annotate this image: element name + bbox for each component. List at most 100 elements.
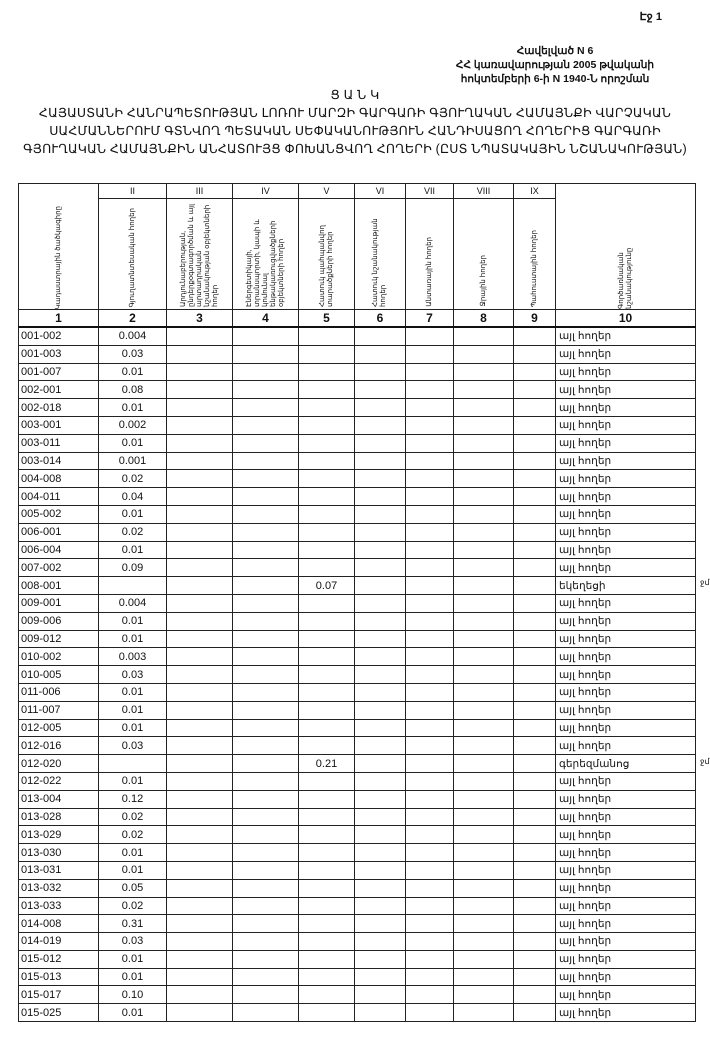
- column-header-label: Անտառային հողեր: [425, 237, 433, 307]
- cadastral-code: 003-014: [18, 451, 99, 471]
- water-land: [453, 629, 514, 649]
- column-header-label: Էներգետիկայի, տրանսպորտի, կապի և կոմունա…: [245, 219, 285, 307]
- table-row: 010-005 0.03 այլ հողեր: [18, 665, 696, 684]
- industrial-land: [166, 860, 233, 880]
- forest-land: [405, 415, 454, 435]
- forest-land: [405, 1003, 454, 1023]
- document-title: Ց Ա Ն Կ ՀԱՅԱՍՏԱՆԻ ՀԱՆՐԱՊԵՏՈՒԹՅԱՆ ԼՈՌՈՒ Մ…: [20, 86, 690, 158]
- special-land: [354, 878, 406, 898]
- energy-land: [232, 771, 299, 791]
- energy-land: [232, 487, 299, 506]
- special-land: [354, 504, 406, 524]
- forest-land: [405, 754, 454, 773]
- water-land: [453, 949, 514, 969]
- cadastral-code: 012-005: [18, 718, 99, 738]
- special-land: [354, 825, 406, 845]
- cadastral-code: 002-018: [18, 398, 99, 417]
- table-row: 009-001 0.004 այլ հողեր: [18, 593, 696, 613]
- reserve-land: [513, 344, 556, 364]
- table-row: 011-007 0.01 այլ հողեր: [18, 700, 696, 720]
- agricultural-land: 0.01: [98, 718, 167, 738]
- forest-land: [405, 522, 454, 542]
- reserve-land: [513, 487, 556, 506]
- water-land: [453, 362, 514, 382]
- cadastral-code: 010-002: [18, 647, 99, 667]
- special-land: [354, 949, 406, 969]
- functional-purpose: այլ հողեր: [555, 949, 696, 969]
- protected-land: [298, 843, 355, 862]
- forest-land: [405, 949, 454, 969]
- energy-land: [232, 433, 299, 453]
- functional-purpose: այլ հողեր: [555, 326, 696, 346]
- industrial-land: [166, 1003, 233, 1023]
- roman-header-row: Կադաստրային ծածկագիրը II III IV V VI VII VIII IX…: [18, 183, 696, 310]
- special-land: [354, 433, 406, 453]
- cadastral-code: 005-002: [18, 504, 99, 524]
- protected-land: [298, 522, 355, 542]
- reserve-land: [513, 878, 556, 898]
- special-land: [354, 932, 406, 951]
- reserve-land: [513, 451, 556, 471]
- reserve-land: [513, 558, 556, 578]
- agricultural-land: 0.01: [98, 504, 167, 524]
- functional-purpose: այլ հողեր: [555, 1003, 696, 1023]
- special-land: [354, 540, 406, 560]
- energy-land: [232, 540, 299, 560]
- energy-land: [232, 718, 299, 738]
- cadastral-code: 013-030: [18, 843, 99, 862]
- industrial-land: [166, 896, 233, 916]
- cadastral-code: 012-020: [18, 754, 99, 773]
- reserve-land: [513, 611, 556, 631]
- functional-purpose: այլ հողեր: [555, 736, 696, 756]
- column-header-label: Հատուկ նշանակության հողեր: [372, 218, 387, 307]
- industrial-land: [166, 985, 233, 1005]
- special-land: [354, 914, 406, 934]
- functional-purpose: այլ հողեր: [555, 451, 696, 471]
- functional-purpose: այլ հողեր: [555, 629, 696, 649]
- forest-land: [405, 611, 454, 631]
- functional-purpose: եկեղեցի: [555, 576, 696, 595]
- forest-land: [405, 629, 454, 649]
- industrial-land: [166, 807, 233, 827]
- functional-purpose: այլ հողեր: [555, 380, 696, 400]
- forest-land: [405, 487, 454, 506]
- margin-mark: ջմ: [700, 756, 710, 766]
- special-land: [354, 576, 406, 595]
- water-land: [453, 344, 514, 364]
- roman-numeral: II: [98, 183, 167, 199]
- special-land: [354, 380, 406, 400]
- energy-land: [232, 344, 299, 364]
- cadastral-code: 012-022: [18, 771, 99, 791]
- forest-land: [405, 540, 454, 560]
- energy-land: [232, 932, 299, 951]
- special-land: [354, 451, 406, 471]
- water-land: [453, 558, 514, 578]
- protected-land: [298, 967, 355, 987]
- energy-land: [232, 754, 299, 773]
- industrial-land: [166, 967, 233, 987]
- industrial-land: [166, 754, 233, 773]
- column-header: Ջրային հողեր: [453, 198, 514, 310]
- cadastral-code: 009-001: [18, 593, 99, 613]
- table-row: 002-001 0.08 այլ հողեր: [18, 380, 696, 400]
- special-land: [354, 469, 406, 489]
- column-header: Արդյունաբերության, ընդերքօգտագործման և ա…: [166, 198, 233, 310]
- energy-land: [232, 504, 299, 524]
- reserve-land: [513, 754, 556, 773]
- special-land: [354, 522, 406, 542]
- water-land: [453, 593, 514, 613]
- energy-land: [232, 914, 299, 934]
- table-row: 003-011 0.01 այլ հողեր: [18, 433, 696, 453]
- column-number: 8: [453, 309, 514, 328]
- water-land: [453, 469, 514, 489]
- column-header: Անտառային հողեր: [405, 198, 454, 310]
- agricultural-land: 0.02: [98, 825, 167, 845]
- special-land: [354, 398, 406, 417]
- cadastral-code: 014-008: [18, 914, 99, 934]
- special-land: [354, 896, 406, 916]
- functional-purpose: այլ հողեր: [555, 433, 696, 453]
- water-land: [453, 522, 514, 542]
- column-number: 3: [166, 309, 233, 328]
- energy-land: [232, 380, 299, 400]
- functional-purpose: այլ հողեր: [555, 504, 696, 524]
